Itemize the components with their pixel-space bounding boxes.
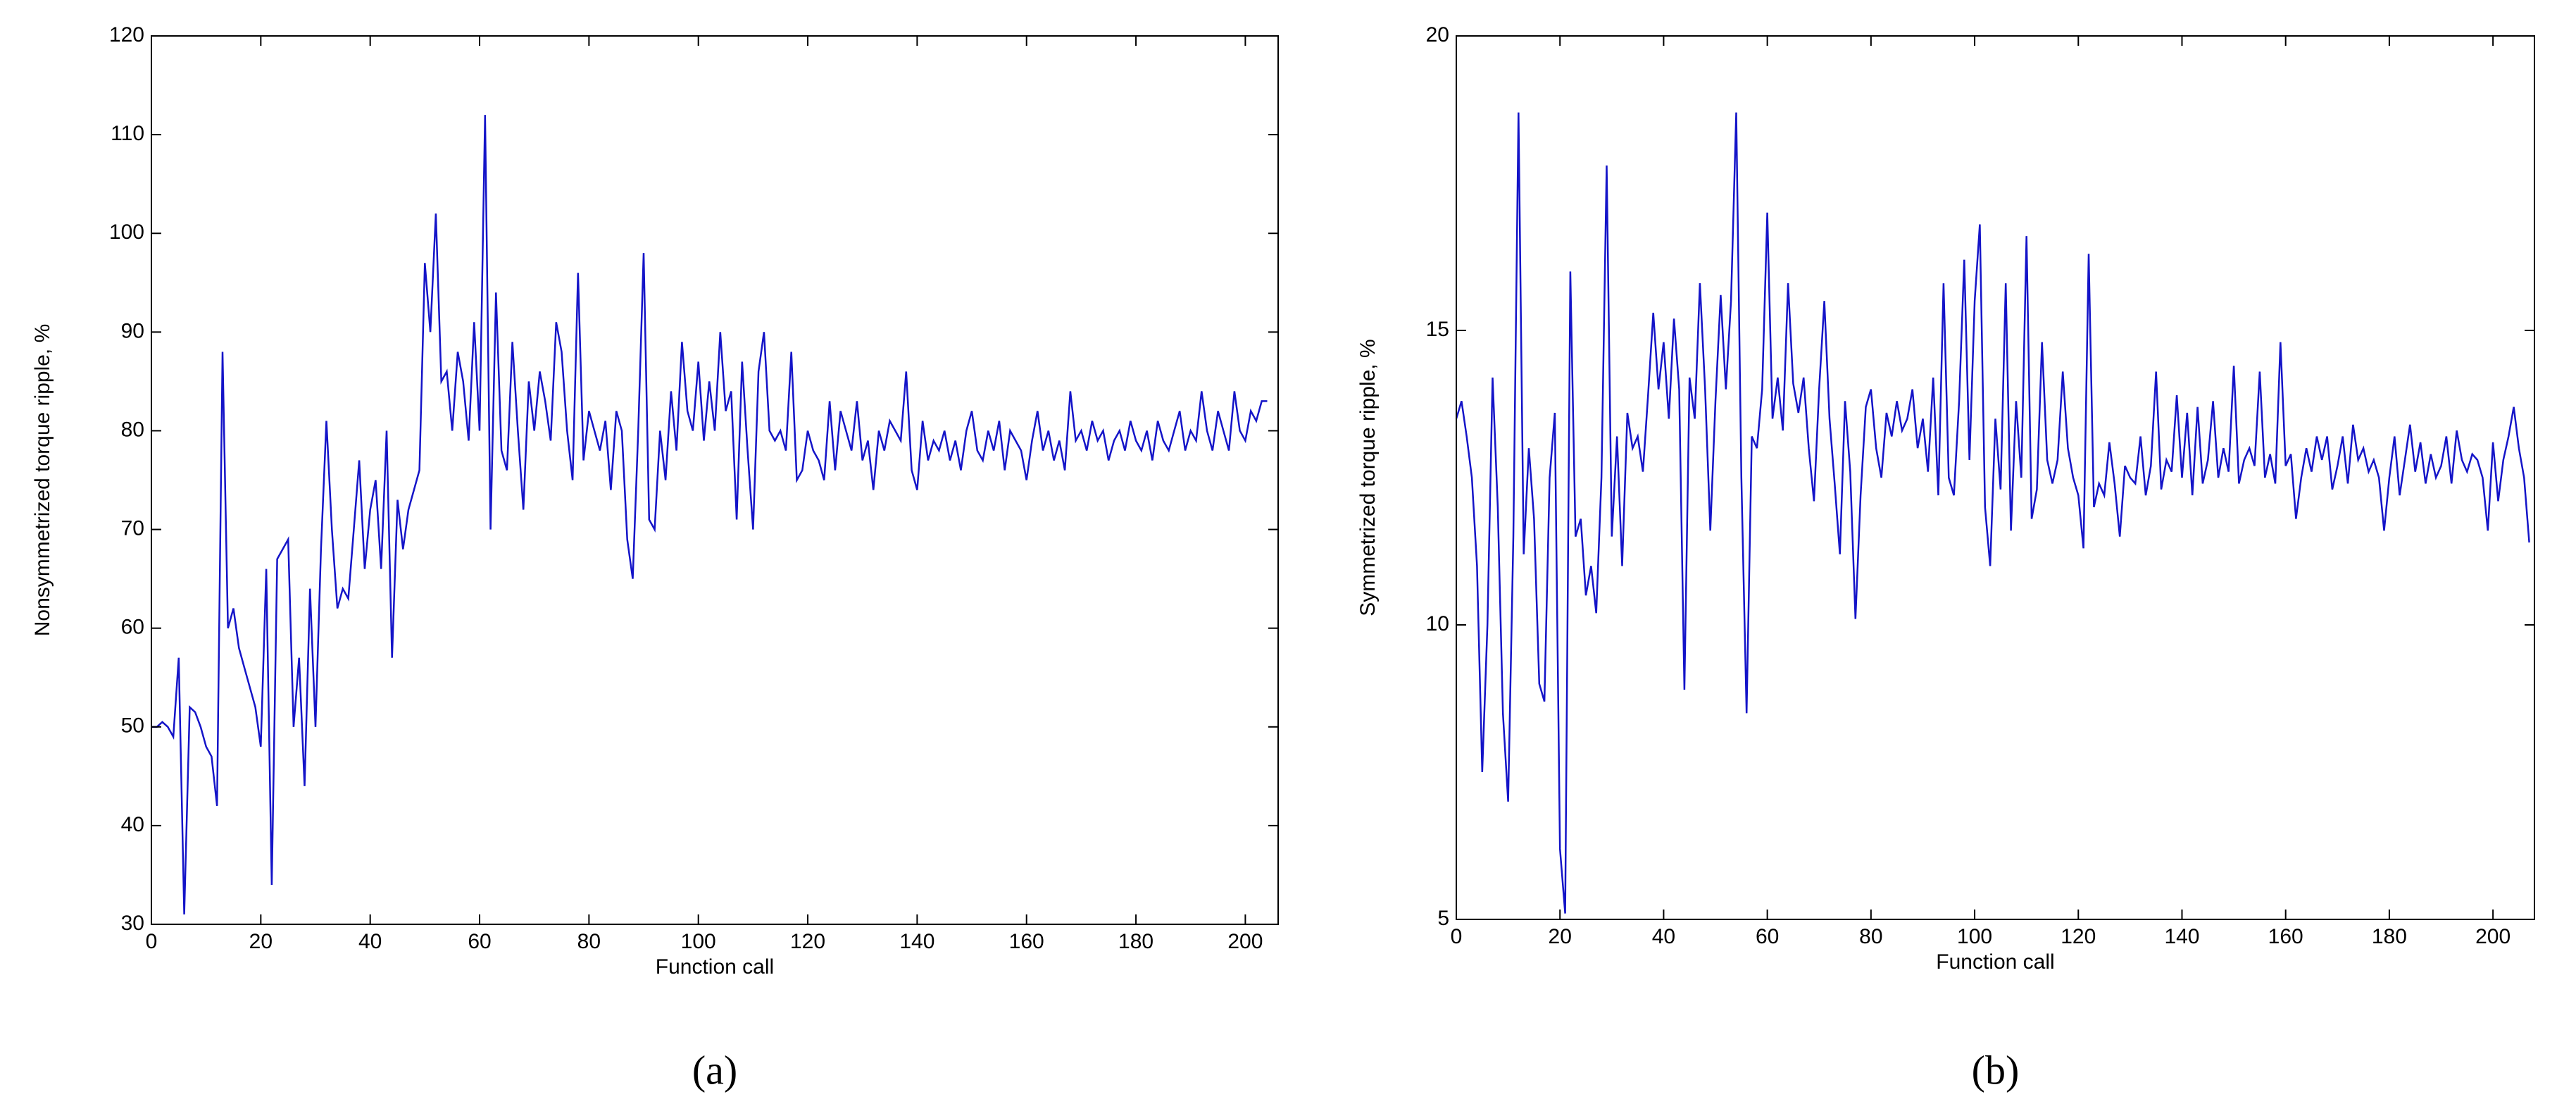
y-tick-label: 5 [1437,907,1449,930]
x-tick-label: 180 [2372,925,2407,948]
y-tick-label: 90 [121,319,144,342]
y-tick-label: 30 [121,912,144,935]
x-tick-label: 100 [1957,925,1992,948]
x-tick-label: 80 [577,930,601,953]
x-tick-label: 140 [899,930,934,953]
x-tick-label: 100 [681,930,716,953]
plot-area [1456,36,2534,919]
y-tick-label: 120 [109,23,144,46]
x-tick-label: 40 [358,930,382,953]
y-tick-label: 70 [121,516,144,540]
x-tick-label: 60 [468,930,491,953]
y-tick-label: 15 [1426,318,1449,341]
x-tick-label: 200 [1227,930,1263,953]
x-tick-label: 20 [1549,925,1572,948]
x-tick-label: 0 [146,930,158,953]
y-tick-label: 10 [1426,612,1449,635]
data-line [1455,112,2530,914]
x-tick-label: 80 [1859,925,1882,948]
x-tick-label: 60 [1756,925,1779,948]
caption: (a) [692,1047,737,1093]
caption: (b) [1972,1047,2020,1093]
x-axis-label: Function call [656,955,774,979]
plot-area [151,36,1278,924]
y-tick-label: 40 [121,813,144,836]
data-line [151,115,1268,915]
x-tick-label: 180 [1118,930,1153,953]
x-tick-label: 20 [249,930,273,953]
y-tick-label: 60 [121,616,144,639]
x-tick-label: 120 [2061,925,2096,948]
axes-box [151,35,1279,925]
y-tick-label: 50 [121,714,144,738]
x-tick-label: 0 [1451,925,1463,948]
x-tick-label: 40 [1652,925,1675,948]
y-tick-label: 80 [121,418,144,441]
x-tick-label: 160 [2268,925,2303,948]
y-tick-label: 110 [111,122,144,145]
x-tick-label: 120 [790,930,825,953]
y-tick-label: 100 [109,221,144,244]
y-axis-label: Symmetrized torque ripple, % [1356,339,1380,616]
x-tick-label: 140 [2164,925,2199,948]
x-tick-label: 200 [2475,925,2511,948]
y-axis-label: Nonsymmetrized torque ripple, % [31,324,54,637]
x-axis-label: Function call [1936,950,2054,974]
axes-box [1456,35,2535,920]
x-tick-label: 160 [1009,930,1044,953]
y-tick-label: 20 [1426,23,1449,46]
